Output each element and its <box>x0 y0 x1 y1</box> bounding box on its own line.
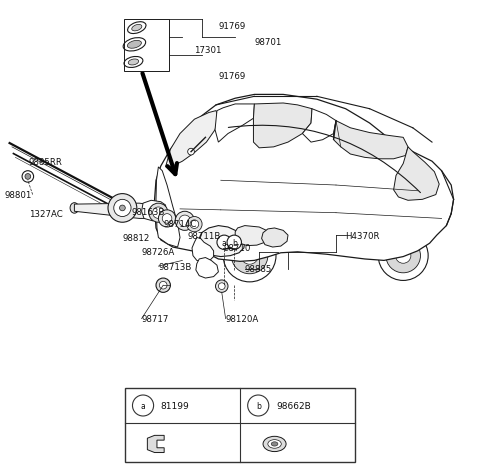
Text: 1327AC: 1327AC <box>29 210 62 218</box>
Text: 98717: 98717 <box>142 315 169 323</box>
Text: 98711B: 98711B <box>187 231 221 240</box>
Text: 91769: 91769 <box>218 72 246 80</box>
Text: 98713B: 98713B <box>158 262 192 271</box>
Text: 81199: 81199 <box>161 401 190 410</box>
Circle shape <box>153 208 164 219</box>
Ellipse shape <box>70 203 79 214</box>
Circle shape <box>158 210 176 228</box>
Polygon shape <box>394 148 439 201</box>
Polygon shape <box>166 111 218 168</box>
Polygon shape <box>334 121 408 159</box>
Text: 98662B: 98662B <box>276 401 311 410</box>
Circle shape <box>175 212 194 231</box>
Circle shape <box>217 236 231 250</box>
Text: 98120A: 98120A <box>226 315 259 323</box>
Circle shape <box>396 248 411 264</box>
Circle shape <box>149 204 168 223</box>
Circle shape <box>378 231 428 281</box>
Ellipse shape <box>127 41 142 49</box>
Polygon shape <box>142 201 166 221</box>
Text: 98812: 98812 <box>122 234 150 242</box>
Polygon shape <box>147 436 164 453</box>
Text: a: a <box>222 238 227 247</box>
Circle shape <box>120 206 125 211</box>
Circle shape <box>25 174 31 180</box>
FancyBboxPatch shape <box>162 227 185 239</box>
Circle shape <box>241 248 258 265</box>
Circle shape <box>179 216 191 227</box>
Ellipse shape <box>263 436 286 452</box>
Circle shape <box>114 200 131 217</box>
Text: 98714C: 98714C <box>163 219 197 228</box>
Ellipse shape <box>128 23 146 34</box>
FancyArrowPatch shape <box>228 126 420 193</box>
Polygon shape <box>199 226 245 257</box>
Text: 98726A: 98726A <box>142 248 175 257</box>
Polygon shape <box>235 226 268 246</box>
Text: 98701: 98701 <box>254 39 282 47</box>
Polygon shape <box>74 204 153 219</box>
Circle shape <box>223 230 276 282</box>
Circle shape <box>190 220 199 229</box>
Ellipse shape <box>124 57 143 69</box>
FancyBboxPatch shape <box>125 388 355 462</box>
Polygon shape <box>302 109 336 143</box>
Text: 98710: 98710 <box>223 243 251 252</box>
Circle shape <box>156 278 170 293</box>
Circle shape <box>159 282 167 289</box>
Circle shape <box>108 194 137 223</box>
Text: H4370R: H4370R <box>346 231 380 240</box>
Circle shape <box>231 238 268 274</box>
Ellipse shape <box>268 440 281 448</box>
Circle shape <box>162 214 172 224</box>
Circle shape <box>216 280 228 293</box>
Polygon shape <box>155 95 454 262</box>
Text: 98885: 98885 <box>245 265 272 273</box>
Text: 9885RR: 9885RR <box>29 158 63 166</box>
Text: 98801: 98801 <box>5 191 32 199</box>
Ellipse shape <box>123 39 145 52</box>
Text: a: a <box>141 401 145 410</box>
Circle shape <box>386 239 420 273</box>
Text: 17301: 17301 <box>194 46 222 54</box>
Text: 98163B: 98163B <box>132 208 166 216</box>
Ellipse shape <box>132 25 142 32</box>
Ellipse shape <box>271 442 278 446</box>
Polygon shape <box>215 105 254 143</box>
Text: b: b <box>232 238 237 247</box>
Circle shape <box>227 236 241 250</box>
Circle shape <box>187 217 202 232</box>
Polygon shape <box>156 168 180 248</box>
Ellipse shape <box>128 60 139 66</box>
Text: b: b <box>256 401 261 410</box>
Polygon shape <box>262 228 288 248</box>
Text: 91769: 91769 <box>218 22 246 30</box>
Polygon shape <box>196 258 218 278</box>
Polygon shape <box>192 238 214 263</box>
Circle shape <box>22 171 34 183</box>
Circle shape <box>188 149 194 156</box>
Circle shape <box>218 283 225 290</box>
Polygon shape <box>253 104 312 149</box>
